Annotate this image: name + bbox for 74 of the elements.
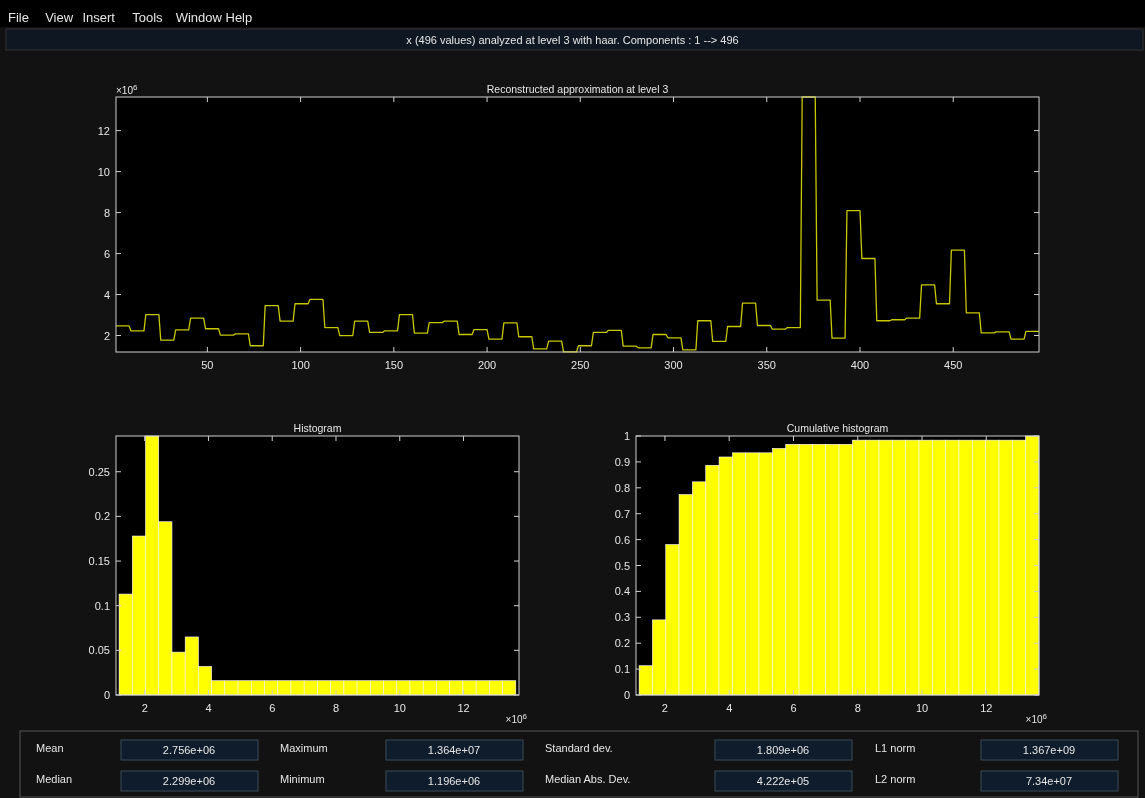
y-tick-label: 0 — [103, 689, 110, 701]
y-tick-label: 12 — [97, 124, 110, 137]
x-tick-label: 6 — [790, 702, 797, 714]
y-tick-label: 0 — [623, 689, 630, 701]
text: 1.367e+09 — [1022, 744, 1076, 756]
text: Standard dev. — [545, 742, 613, 754]
x-tick-label: 2 — [661, 702, 668, 714]
x-tick-label: 8 — [854, 702, 861, 714]
text: Window — [175, 10, 223, 25]
chart-title: Cumulative histogram — [786, 422, 889, 434]
y-tick-label: 0.15 — [88, 555, 110, 568]
x-tick-label: 10 — [915, 702, 929, 714]
x-tick-label: 12 — [980, 702, 993, 714]
x-tick-label: 2 — [141, 702, 148, 714]
y-tick-label: 0.8 — [614, 481, 630, 494]
text: L1 norm — [875, 742, 916, 754]
y-tick-label: 6 — [103, 247, 110, 260]
text: Minimum — [280, 773, 325, 785]
y-tick-label: 0.3 — [614, 611, 630, 624]
text: ×10$^{6}$ — [1025, 711, 1048, 725]
x-tick-label: 300 — [664, 359, 683, 371]
text: File — [8, 10, 29, 25]
x-tick-label: 6 — [269, 702, 276, 714]
text: 7.34e+07 — [1025, 775, 1073, 787]
text: L2 norm — [875, 773, 916, 785]
text: x (496 values) analyzed at level 3 with haar. Components : 1 --> 496 — [406, 34, 739, 46]
x-tick-label: 450 — [944, 359, 963, 371]
text: Maximum — [280, 742, 328, 754]
y-tick-label: 0.4 — [614, 585, 630, 598]
text: Tools — [132, 10, 164, 25]
x-tick-label: 8 — [332, 702, 340, 714]
text: Median — [36, 773, 73, 785]
x-tick-label: 100 — [291, 359, 310, 371]
text: 1.809e+06 — [756, 744, 810, 756]
text: 1.364e+07 — [427, 744, 481, 756]
line-series — [115, 96, 1040, 353]
x-tick-label: 350 — [757, 359, 776, 371]
text: Median Abs. Dev. — [545, 773, 631, 785]
y-tick-label: 0.25 — [88, 465, 110, 478]
y-tick-label: 0.9 — [614, 455, 630, 468]
y-tick-label: 10 — [97, 165, 110, 178]
text: 1.196e+06 — [427, 775, 481, 787]
y-tick-label: 0.2 — [614, 637, 630, 650]
x-tick-label: 10 — [393, 702, 406, 714]
y-tick-label: 0.2 — [94, 510, 110, 523]
x-tick-label: 12 — [457, 702, 470, 714]
y-tick-label: 4 — [103, 288, 110, 301]
y-tick-label: 0.1 — [614, 663, 630, 676]
text: Help — [225, 10, 253, 25]
x-tick-label: 400 — [850, 359, 870, 371]
y-tick-label: 1 — [623, 430, 630, 442]
y-tick-label: 0.05 — [88, 644, 110, 657]
y-tick-label: 0.1 — [94, 599, 110, 612]
x-tick-label: 50 — [201, 359, 214, 371]
x-tick-label: 150 — [384, 359, 404, 371]
y-tick-label: 0.5 — [614, 559, 630, 572]
text: ×10$^{6}$ — [116, 82, 138, 96]
x-tick-label: 4 — [205, 702, 212, 714]
text: Mean — [36, 742, 64, 754]
text: 2.756e+06 — [162, 744, 216, 756]
x-tick-label: 250 — [571, 359, 590, 371]
chart-title: Histogram — [293, 422, 342, 434]
chart-title: Reconstructed approximation at level 3 — [486, 83, 669, 95]
y-tick-label: 0.6 — [614, 533, 630, 546]
y-tick-label: 0.7 — [614, 507, 630, 520]
y-tick-label: 2 — [103, 329, 110, 342]
text: View — [45, 10, 74, 25]
x-tick-label: 200 — [477, 359, 497, 371]
text: ×10$^{6}$ — [505, 711, 528, 725]
text: 2.299e+06 — [162, 775, 216, 787]
x-tick-label: 4 — [726, 702, 733, 714]
text: Insert — [82, 10, 116, 25]
text: 4.222e+05 — [756, 775, 810, 787]
y-tick-label: 8 — [103, 206, 110, 219]
